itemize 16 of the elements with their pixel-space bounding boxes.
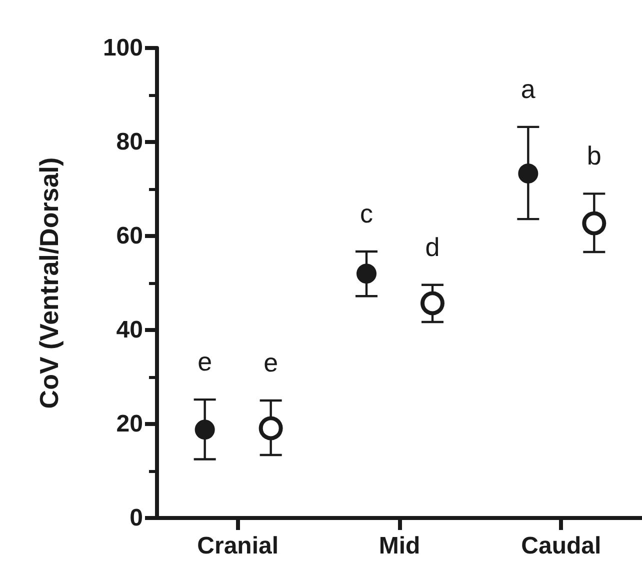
y-tick-label: 60 [116, 222, 143, 250]
annotation: b [586, 140, 602, 171]
y-tick-label: 40 [116, 316, 143, 344]
y-tick-label: 20 [116, 410, 143, 438]
y-tick-label: 100 [102, 34, 143, 62]
y-tick-label: 80 [116, 128, 143, 156]
x-tick-label: Mid [378, 532, 420, 560]
annotation: c [360, 198, 373, 229]
annotation: e [264, 348, 278, 378]
annotation: e [198, 346, 212, 377]
annotation: d [425, 232, 440, 262]
annotation: a [520, 74, 536, 104]
x-tick-label: Caudal [521, 532, 602, 560]
x-tick-label: Cranial [197, 532, 279, 560]
y-tick-label: 0 [130, 504, 143, 532]
y-axis-title: CoV (Ventral/Dorsal) [34, 157, 64, 409]
